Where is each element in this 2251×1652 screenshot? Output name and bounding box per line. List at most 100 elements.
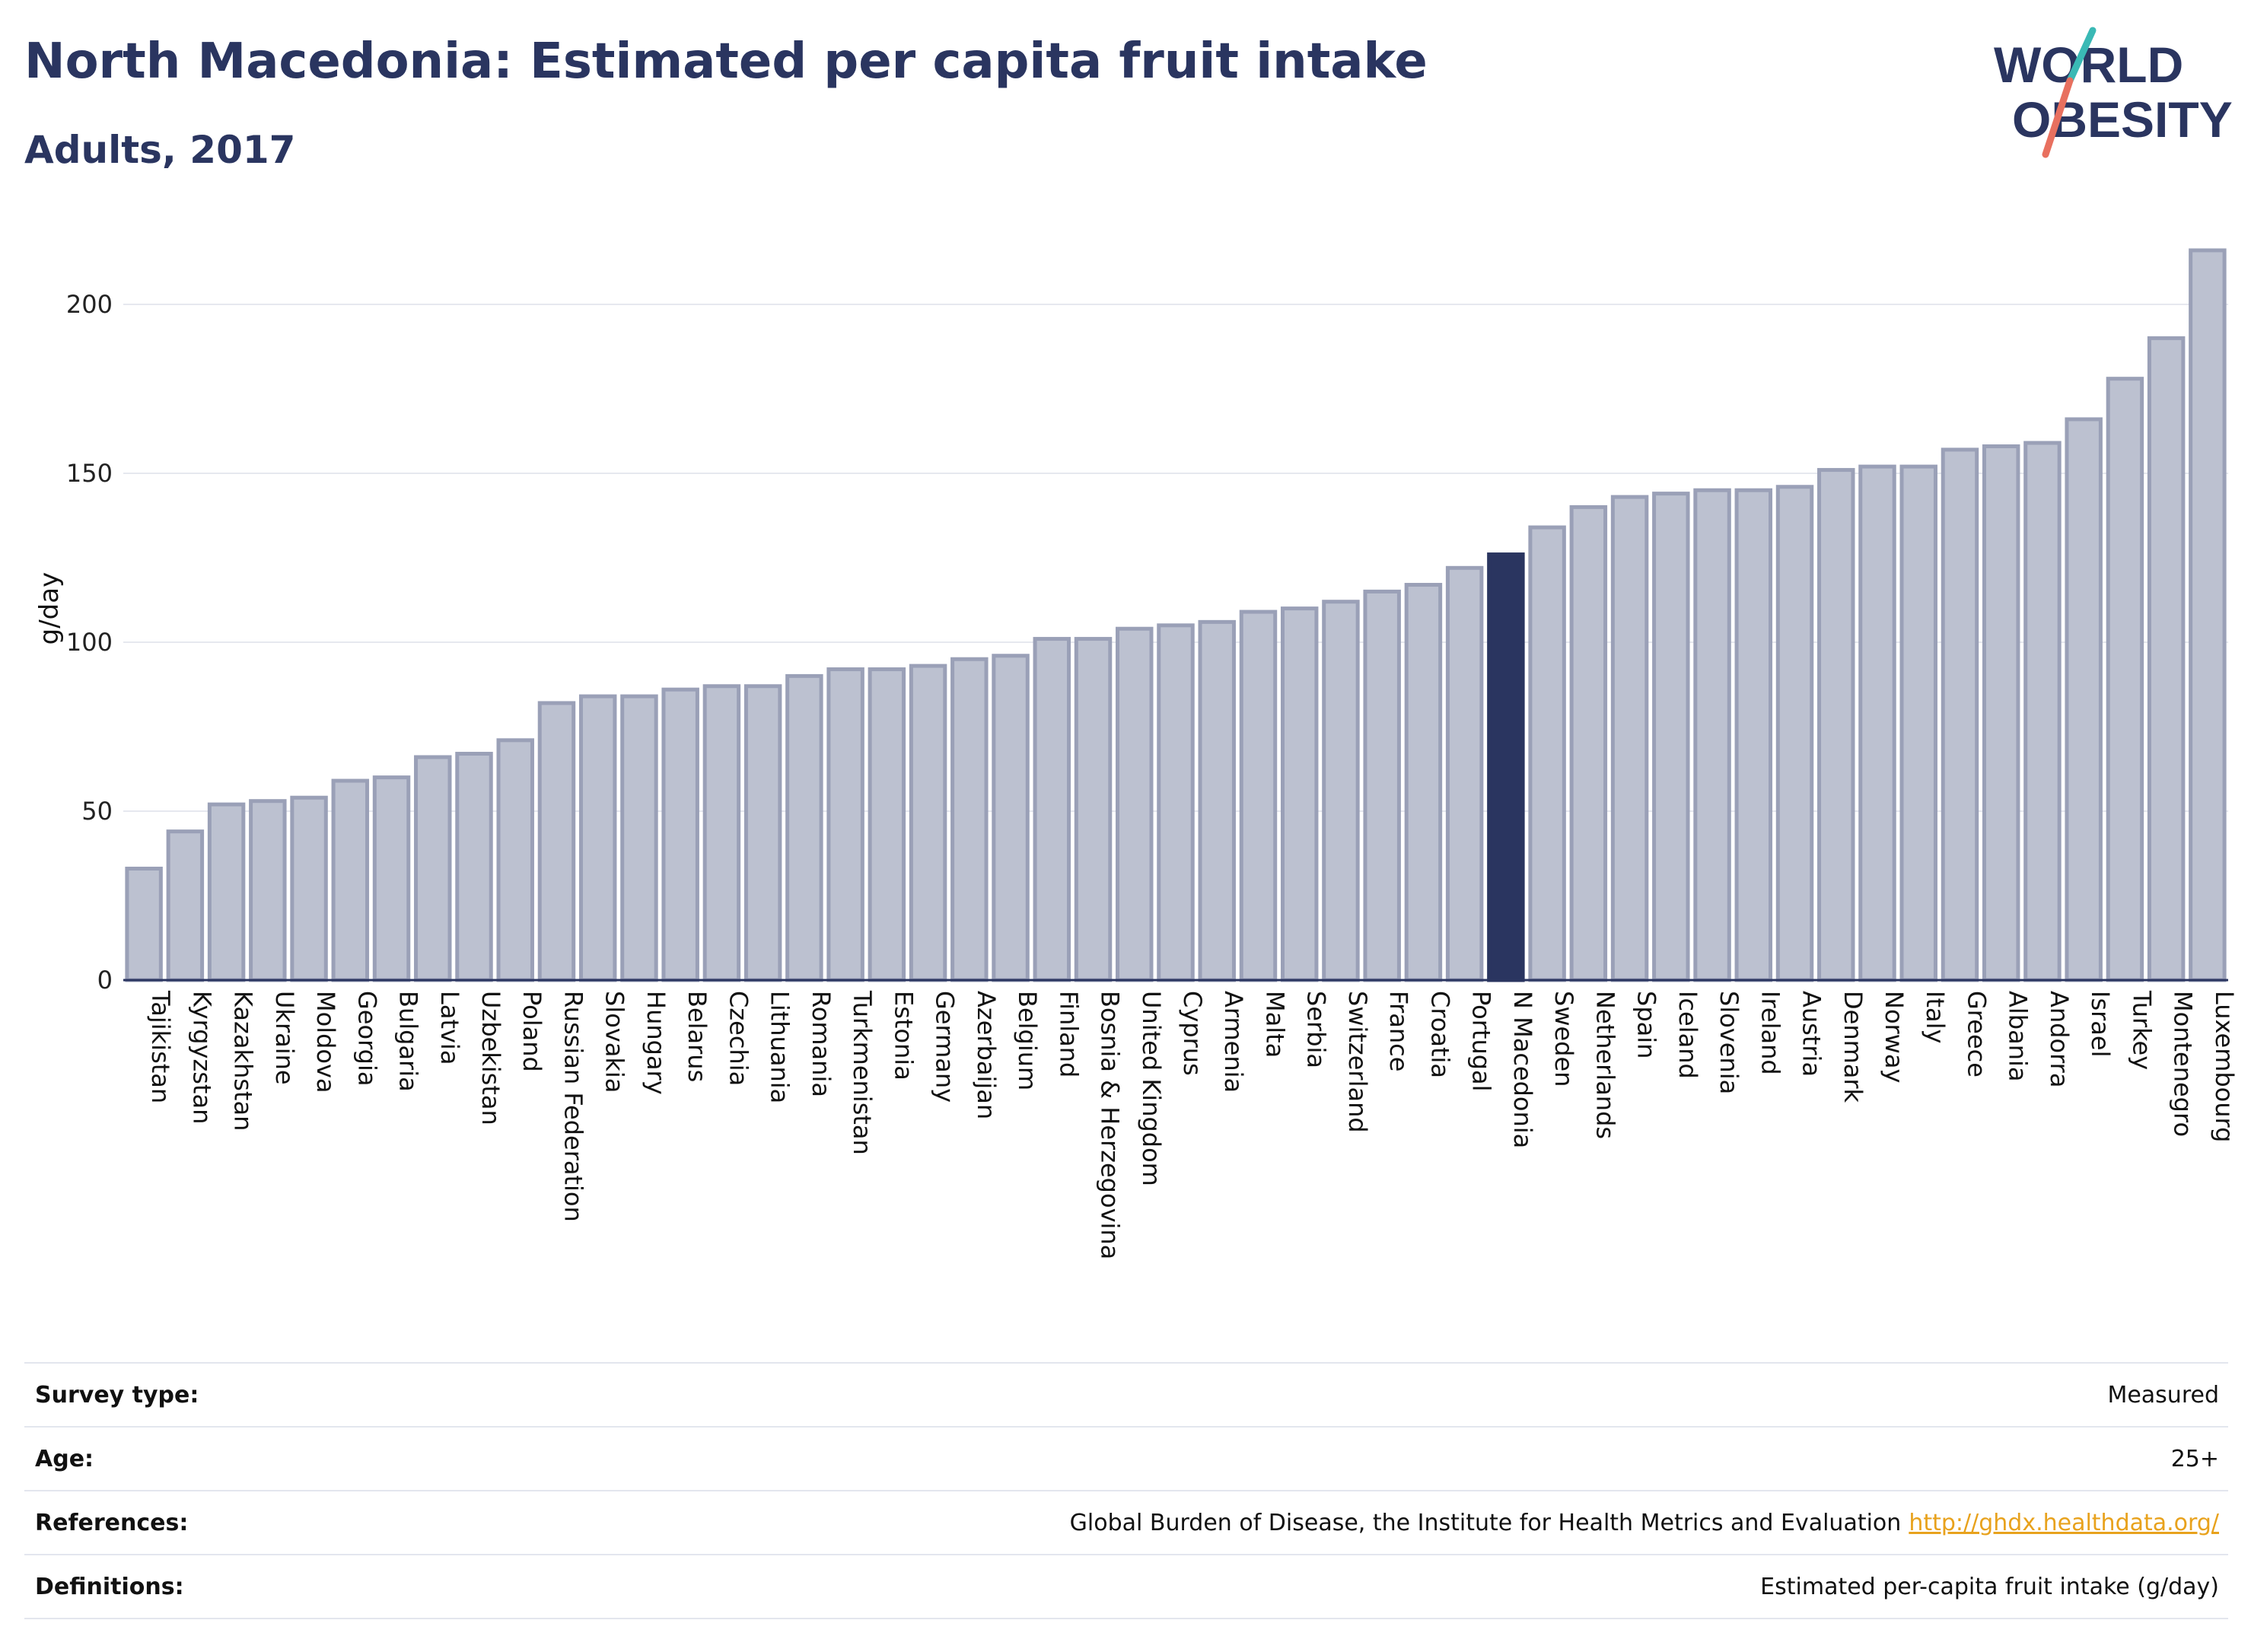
reference-text: Global Burden of Disease, the Institute …: [1069, 1509, 1902, 1536]
bar: [1569, 505, 1608, 982]
x-tick-label: Latvia: [435, 991, 464, 1065]
bar: [785, 673, 823, 982]
x-tick-label: United Kingdom: [1137, 991, 1166, 1186]
meta-row-definitions: Definitions: Estimated per-capita fruit …: [24, 1554, 2228, 1619]
x-tick-label: Netherlands: [1590, 991, 1619, 1139]
meta-value: 25+: [2170, 1445, 2219, 1472]
x-tick-label: Montenegro: [2169, 991, 2198, 1137]
x-tick-label: Russian Federation: [559, 991, 587, 1222]
y-tick-label: 0: [97, 966, 113, 995]
bar: [207, 802, 246, 982]
bar: [661, 687, 699, 982]
bar: [249, 799, 287, 982]
bar: [1899, 464, 1937, 982]
bar: [702, 684, 741, 982]
meta-value: Global Burden of Disease, the Institute …: [1070, 1510, 2228, 1536]
x-tick-label: Austria: [1797, 991, 1826, 1077]
x-tick-label: Azerbaijan: [972, 991, 1001, 1119]
meta-value: Estimated per-capita fruit intake (g/day…: [1760, 1573, 2219, 1600]
x-tick-label: Tajikistan: [146, 990, 175, 1103]
x-tick-label: France: [1384, 991, 1413, 1071]
bar: [909, 664, 947, 982]
y-tick-label: 50: [81, 797, 113, 826]
x-tick-label: Belarus: [683, 991, 712, 1082]
x-tick-label: Malta: [1260, 991, 1289, 1058]
bar: [1528, 525, 1566, 982]
x-tick-label: Norway: [1880, 991, 1909, 1083]
x-tick-label: Belgium: [1013, 991, 1042, 1090]
x-tick-label: Ukraine: [270, 991, 299, 1085]
x-tick-label: Finland: [1054, 991, 1083, 1077]
x-tick-label: Georgia: [352, 991, 381, 1086]
bar: [2023, 441, 2062, 982]
x-tick-label: Spain: [1632, 991, 1661, 1058]
bar: [290, 795, 328, 982]
bar: [1693, 488, 1731, 982]
bar: [992, 654, 1030, 982]
y-tick-label: 200: [66, 290, 113, 319]
bar: [372, 775, 411, 982]
x-tick-label: Moldova: [311, 991, 340, 1093]
logo-slash-teal: [2066, 27, 2097, 84]
x-tick-label: Serbia: [1302, 991, 1331, 1068]
bar: [1239, 610, 1278, 982]
bar: [2189, 248, 2227, 982]
bar: [1734, 488, 1773, 982]
bar: [455, 752, 493, 982]
meta-key: Survey type:: [35, 1381, 199, 1408]
bar: [578, 694, 617, 982]
bar: [1280, 606, 1319, 982]
bar: [620, 694, 658, 982]
logo-line2: OBESITY: [2012, 91, 2233, 148]
x-tick-label: Luxembourg: [2210, 991, 2239, 1142]
x-tick-label: Romania: [807, 991, 836, 1097]
y-tick-label: 150: [66, 459, 113, 488]
x-tick-label: Israel: [2086, 991, 2115, 1057]
y-axis-label: g/day: [34, 572, 65, 645]
meta-key: References:: [35, 1509, 189, 1536]
bar: [414, 755, 452, 982]
x-tick-label: Turkmenistan: [848, 990, 877, 1155]
x-tick-label: Turkey: [2127, 990, 2156, 1070]
x-tick-label: Armenia: [1219, 991, 1248, 1093]
bar: [1982, 444, 2020, 982]
x-tick-label: Kyrgyzstan: [187, 991, 216, 1124]
bar: [826, 667, 864, 982]
bar: [2147, 336, 2186, 982]
x-tick-label: Uzbekistan: [476, 991, 505, 1125]
bar: [125, 866, 163, 982]
x-tick-label: Denmark: [1839, 991, 1867, 1103]
bar: [496, 738, 534, 982]
x-tick-label: Bosnia & Herzegovina: [1096, 991, 1125, 1259]
bar: [1363, 589, 1401, 982]
bar: [743, 684, 782, 982]
bar: [1198, 619, 1236, 982]
x-tick-label: Czechia: [724, 991, 753, 1086]
x-tick-label: N Macedonia: [1508, 991, 1537, 1148]
x-tick-label: Andorra: [2045, 991, 2074, 1087]
x-tick-label: Albania: [2004, 991, 2033, 1081]
bar: [1157, 623, 1195, 982]
meta-row-references: References: Global Burden of Disease, th…: [24, 1490, 2228, 1554]
bar: [1404, 583, 1443, 982]
bar: [1033, 637, 1071, 982]
x-tick-label: Germany: [931, 991, 960, 1103]
bar: [331, 778, 370, 982]
bar: [1445, 565, 1484, 982]
meta-key: Definitions:: [35, 1573, 184, 1600]
bar-chart: 0 50 100 150 200 g/day Tajikistan Kyrgyzstan Kaz…: [34, 248, 2239, 1259]
bar: [1322, 600, 1360, 982]
metadata-table: Survey type: Measured Age: 25+ Reference…: [24, 1362, 2228, 1619]
bar: [950, 657, 989, 982]
logo-slash-red: [2042, 77, 2074, 158]
x-tick-label: Estonia: [889, 991, 918, 1081]
x-tick-label: Slovenia: [1715, 991, 1743, 1094]
reference-link[interactable]: http://ghdx.healthdata.org/: [1909, 1509, 2219, 1536]
x-tick-label: Croatia: [1425, 991, 1454, 1078]
bar: [1652, 492, 1690, 982]
y-tick-label: 100: [66, 628, 113, 657]
x-tick-label: Switzerland: [1343, 991, 1372, 1133]
bar: [1817, 468, 1855, 982]
bar: [1775, 485, 1814, 982]
bar: [1610, 495, 1649, 982]
